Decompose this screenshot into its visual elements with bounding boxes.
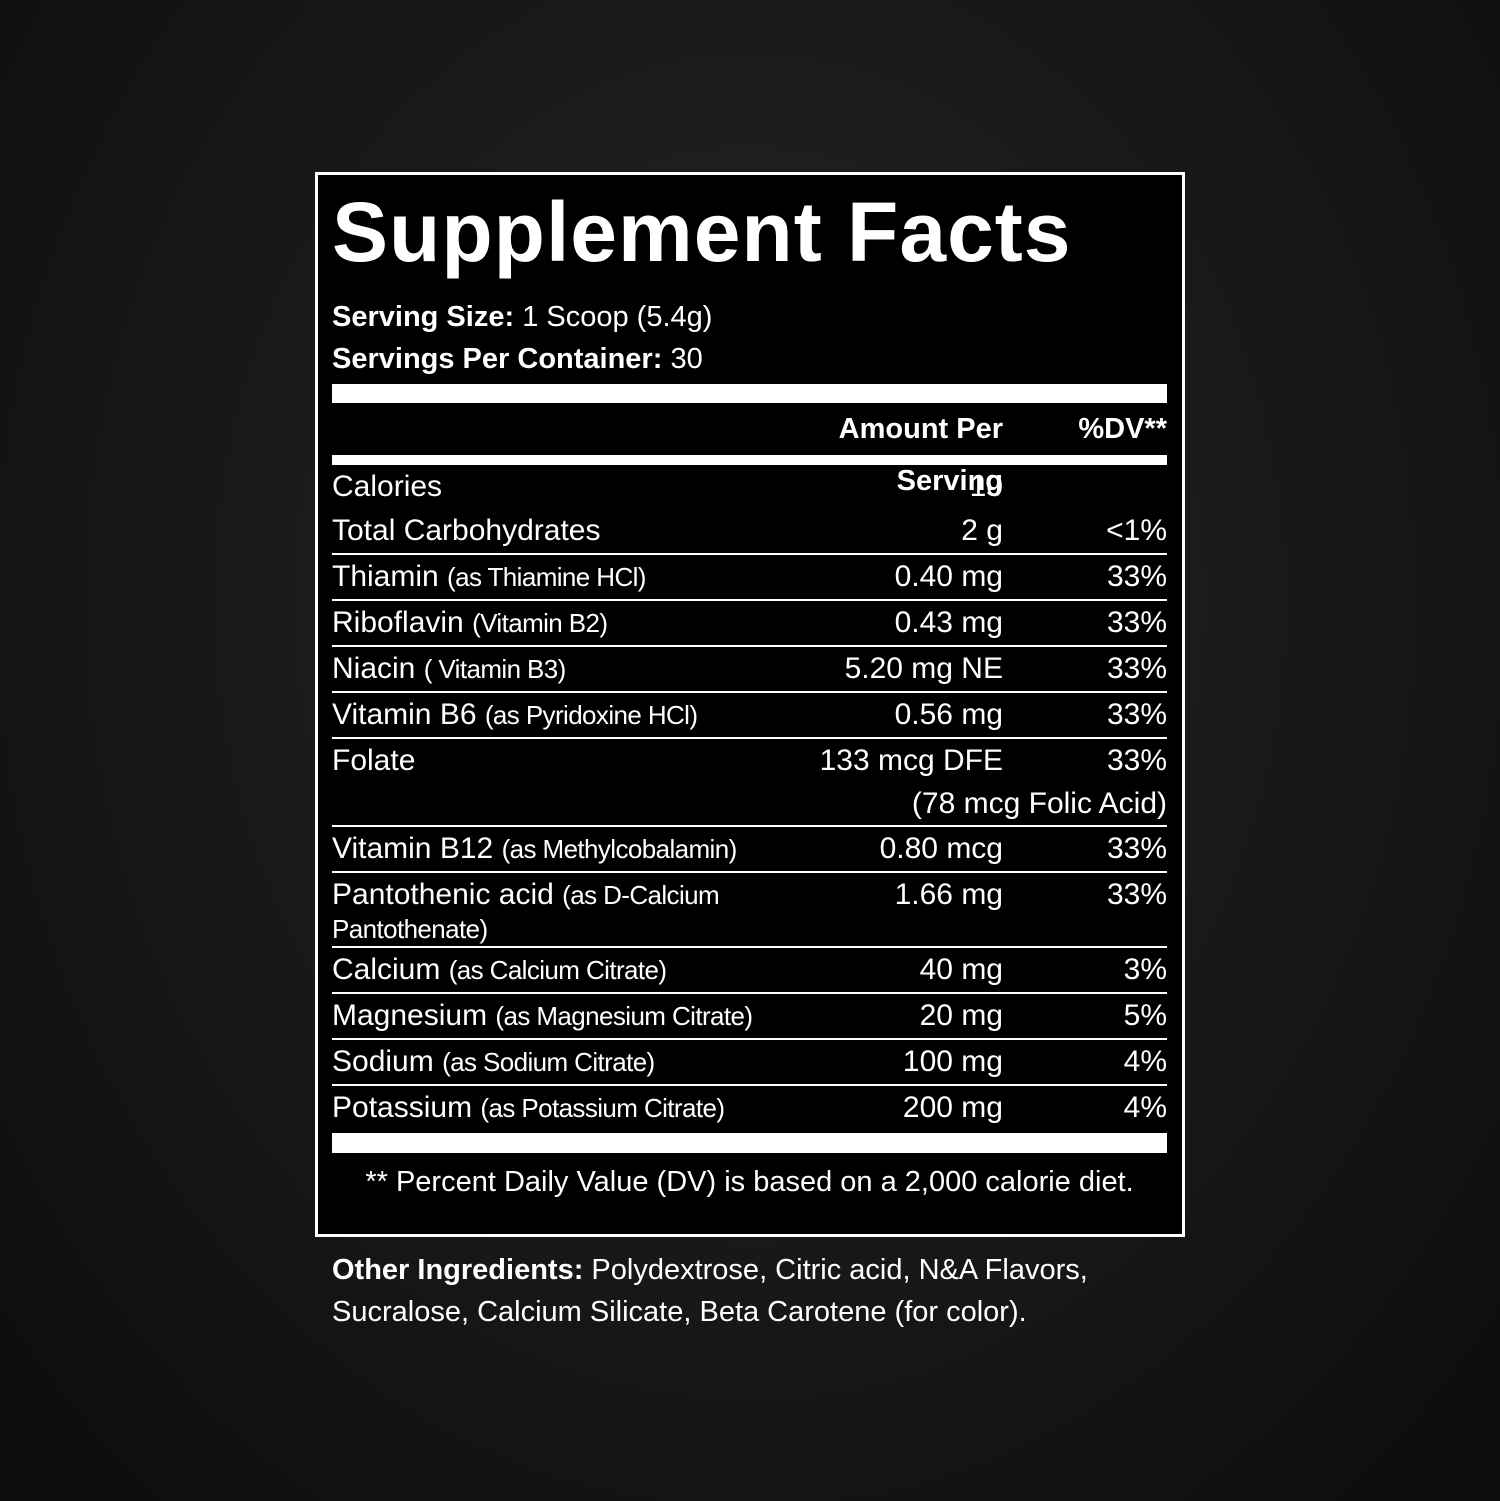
column-header: Amount Per Serving %DV** <box>332 403 1167 497</box>
nutrient-note: (as Thiamine HCl) <box>447 562 646 592</box>
other-text: Polydextrose, Citric acid, N&A Flavors, … <box>332 1254 1088 1328</box>
nutrient-amount: 20 mg <box>919 999 1003 1032</box>
nutrient-name-cell: Thiamin (as Thiamine HCl) <box>332 555 812 599</box>
serving-line: Serving Size: 1 Scoop (5.4g) <box>332 296 1167 338</box>
nutrient-name-cell: Sodium (as Sodium Citrate) <box>332 1040 812 1084</box>
nutrient-amount: 200 mg <box>902 1091 1003 1124</box>
nutrient-amount: 40 mg <box>919 953 1003 986</box>
nutrient-row: Thiamin (as Thiamine HCl) 0.40 mg 33% <box>332 555 1167 601</box>
facts-panel: Supplement Facts Serving Size: 1 Scoop (… <box>315 172 1185 1237</box>
serving-line: Servings Per Container: 30 <box>332 338 1167 380</box>
nutrient-amount: 0.40 mg <box>894 560 1003 593</box>
nutrient-row: Vitamin B12 (as Methylcobalamin) 0.80 mcg… <box>332 827 1167 873</box>
nutrient-amount: 0.80 mcg <box>879 832 1003 865</box>
nutrient-row: Niacin ( Vitamin B3) 5.20 mg NE 33% <box>332 647 1167 693</box>
nutrient-dv: 5% <box>1123 999 1167 1032</box>
serving-value: 1 Scoop (5.4g) <box>522 301 713 333</box>
nutrient-row: Vitamin B6 (as Pyridoxine HCl) 0.56 mg 33% <box>332 693 1167 739</box>
nutrient-note: (Vitamin B2) <box>472 608 608 638</box>
nutrient-row: Calories 10 <box>332 465 1167 509</box>
nutrient-row: Potassium (as Potassium Citrate) 200 mg 4% <box>332 1086 1167 1130</box>
nutrient-name-cell: Riboflavin (Vitamin B2) <box>332 601 812 645</box>
nutrient-name: Sodium <box>332 1045 434 1078</box>
nutrient-name-cell: Potassium (as Potassium Citrate) <box>332 1086 812 1130</box>
nutrient-note: (as Potassium Citrate) <box>480 1093 725 1123</box>
nutrient-dv: 33% <box>1106 744 1167 777</box>
facts-content: Supplement Facts Serving Size: 1 Scoop (… <box>332 175 1167 1212</box>
nutrient-amount: 133 mcg DFE <box>819 744 1003 777</box>
nutrient-note: (as Calcium Citrate) <box>448 955 667 985</box>
nutrient-row: Pantothenic acid (as D-Calcium Pantothen… <box>332 873 1167 948</box>
amount-header: Amount Per Serving <box>838 413 1003 497</box>
serving-label: Serving Size: <box>332 301 515 333</box>
nutrient-amount: 5.20 mg NE <box>844 652 1003 685</box>
nutrient-name-cell: Calcium (as Calcium Citrate) <box>332 948 812 992</box>
nutrient-name: Vitamin B6 <box>332 698 477 731</box>
nutrient-name-cell: Pantothenic acid (as D-Calcium Pantothen… <box>332 873 812 946</box>
nutrient-amount: 100 mg <box>902 1045 1003 1078</box>
nutrient-amount: 1.66 mg <box>894 878 1003 911</box>
nutrient-name: Riboflavin <box>332 606 464 639</box>
nutrient-name: Folate <box>332 744 416 777</box>
nutrient-dv: 33% <box>1106 652 1167 685</box>
nutrient-amount: 0.43 mg <box>894 606 1003 639</box>
serving-value: 30 <box>670 343 703 375</box>
nutrient-row: Folate 133 mcg DFE 33% (78 mcg Folic Acid) <box>332 739 1167 827</box>
other-label: Other Ingredients: <box>332 1254 584 1286</box>
nutrient-note: (as Sodium Citrate) <box>442 1047 655 1077</box>
nutrient-row: Calcium (as Calcium Citrate) 40 mg 3% <box>332 948 1167 994</box>
nutrient-name: Calories <box>332 470 443 503</box>
nutrient-name-cell: Niacin ( Vitamin B3) <box>332 647 812 691</box>
nutrient-row: Sodium (as Sodium Citrate) 100 mg 4% <box>332 1040 1167 1086</box>
nutrient-dv: 33% <box>1106 832 1167 865</box>
nutrient-name: Pantothenic acid <box>332 878 554 911</box>
serving-info: Serving Size: 1 Scoop (5.4g) Servings Per… <box>332 290 1167 380</box>
nutrient-name-cell: Folate <box>332 739 812 783</box>
nutrient-name: Magnesium <box>332 999 488 1032</box>
nutrient-row: Total Carbohydrates 2 g <1% <box>332 509 1167 555</box>
nutrient-dv: <1% <box>1106 514 1167 547</box>
nutrient-name: Potassium <box>332 1091 473 1124</box>
serving-label: Servings Per Container: <box>332 343 663 375</box>
nutrient-name: Niacin <box>332 652 416 685</box>
nutrient-note: (as Pyridoxine HCl) <box>484 700 698 730</box>
nutrient-amount: 0.56 mg <box>894 698 1003 731</box>
nutrient-row: Riboflavin (Vitamin B2) 0.43 mg 33% <box>332 601 1167 647</box>
nutrient-name-cell: Magnesium (as Magnesium Citrate) <box>332 994 812 1038</box>
nutrient-dv: 4% <box>1123 1045 1167 1078</box>
nutrient-note: ( Vitamin B3) <box>423 654 567 684</box>
nutrient-name: Calcium <box>332 953 441 986</box>
nutrient-name-cell: Vitamin B6 (as Pyridoxine HCl) <box>332 693 812 737</box>
nutrient-amount: 2 g <box>961 514 1003 547</box>
nutrient-dv: 33% <box>1106 560 1167 593</box>
divider-bar <box>332 455 1167 465</box>
dv-header: %DV** <box>1078 413 1167 445</box>
divider-bar <box>332 384 1167 403</box>
nutrient-name-cell: Calories <box>332 465 812 509</box>
nutrient-dv: 33% <box>1106 878 1167 911</box>
nutrient-dv: 33% <box>1106 606 1167 639</box>
nutrient-name: Total Carbohydrates <box>332 514 601 547</box>
nutrient-name: Thiamin <box>332 560 439 593</box>
nutrient-rows: Calories 10 Total Carbohydrates 2 g <1% Thiam… <box>332 465 1167 1130</box>
title: Supplement Facts <box>332 185 1072 279</box>
nutrient-dv: 4% <box>1123 1091 1167 1124</box>
empty-cell <box>1003 465 1167 509</box>
nutrient-name-cell: Total Carbohydrates <box>332 509 812 553</box>
nutrient-extra: (78 mcg Folic Acid) <box>911 787 1167 820</box>
nutrient-row: Magnesium (as Magnesium Citrate) 20 mg 5% <box>332 994 1167 1040</box>
nutrient-dv: 33% <box>1106 698 1167 731</box>
nutrient-amount: 10 <box>969 470 1003 503</box>
nutrient-name-cell: Vitamin B12 (as Methylcobalamin) <box>332 827 812 871</box>
nutrient-note: (as Methylcobalamin) <box>501 834 738 864</box>
nutrient-name: Vitamin B12 <box>332 832 494 865</box>
nutrient-note: (as Magnesium Citrate) <box>495 1001 753 1031</box>
other-ingredients: Other Ingredients: Polydextrose, Citric … <box>332 1249 1192 1333</box>
nutrient-note: (as D-Calcium Pantothenate) <box>332 880 720 944</box>
footnote: ** Percent Daily Value (DV) is based on … <box>365 1166 1134 1198</box>
nutrient-dv: 3% <box>1123 953 1167 986</box>
divider-bar <box>332 1133 1167 1153</box>
